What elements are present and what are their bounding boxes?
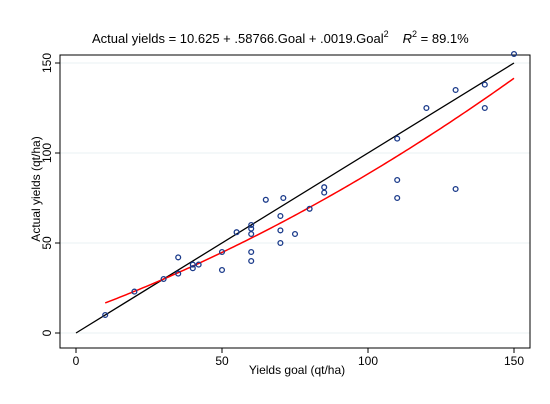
data-point: [248, 257, 255, 265]
data-point: [280, 194, 287, 202]
data-point: [175, 254, 182, 261]
data-point: [262, 196, 269, 203]
data-point: [510, 50, 518, 58]
x-tick-label: 150: [504, 354, 524, 368]
x-tick-label: 100: [358, 354, 378, 368]
y-tick-label: 100: [40, 143, 54, 163]
fit-curve: [104, 77, 515, 304]
title-r2-label: R: [403, 31, 412, 46]
data-point: [248, 221, 255, 229]
data-point: [233, 229, 240, 236]
data-point: [248, 248, 255, 256]
data-point: [481, 81, 488, 88]
plot-area: [59, 50, 531, 349]
x-tick-label: 0: [73, 354, 80, 368]
data-point: [394, 176, 401, 184]
reference-line: [75, 62, 515, 334]
data-point: [277, 227, 284, 234]
data-point: [481, 104, 488, 112]
data-point: [277, 239, 284, 247]
data-point: [195, 261, 202, 268]
axis-ticks: 0 50 100 150 0 50 100 150: [40, 53, 524, 368]
data-point: [423, 104, 430, 112]
data-point: [160, 275, 167, 283]
title-equation-exponent: 2: [384, 29, 389, 39]
data-point: [218, 248, 226, 256]
data-point: [102, 311, 109, 319]
grid-lines: [60, 62, 530, 334]
data-point: [306, 205, 313, 212]
title-equation: Actual yields = 10.625 + .58766.Goal + .…: [92, 31, 384, 46]
data-point: [248, 225, 255, 232]
data-point: [452, 86, 459, 94]
data-point: [277, 212, 284, 220]
y-tick-label: 150: [40, 53, 54, 73]
data-point: [189, 261, 196, 268]
data-point: [394, 135, 401, 142]
x-axis-title: Yields goal (qt/ha): [249, 363, 345, 377]
data-point: [291, 230, 299, 238]
y-tick-label: 50: [40, 236, 54, 250]
data-point: [131, 288, 138, 295]
data-point: [218, 266, 226, 274]
data-point: [394, 194, 401, 202]
data-point: [321, 184, 328, 191]
data-point: [175, 270, 182, 277]
title-r2-exponent: 2: [412, 29, 417, 39]
y-tick-label: 0: [40, 329, 54, 336]
plot-frame: [59, 54, 531, 349]
x-tick-label: 50: [215, 354, 229, 368]
data-point: [189, 265, 196, 272]
title-r2-value: = 89.1%: [417, 31, 469, 46]
chart-title: Actual yields = 10.625 + .58766.Goal + .…: [92, 29, 469, 46]
y-axis-title: Actual yields (qt/ha): [29, 136, 43, 241]
data-point: [452, 185, 459, 193]
